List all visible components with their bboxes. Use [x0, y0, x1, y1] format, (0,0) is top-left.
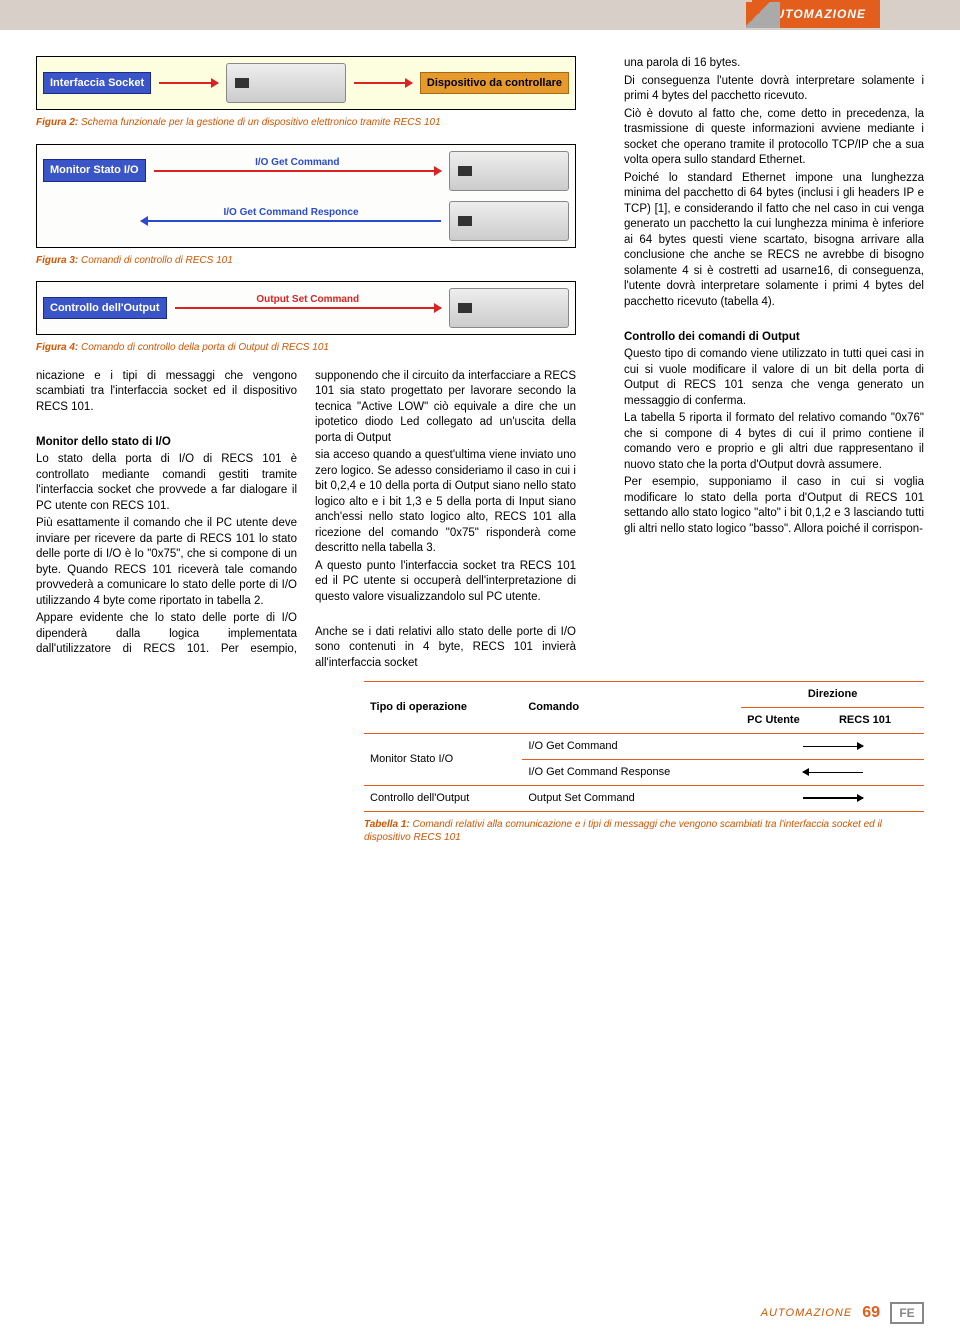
device-image-placeholder: [449, 151, 569, 191]
footer-section-label: AUTOMAZIONE: [761, 1306, 852, 1321]
figure-4-box: Controllo dell'Output Output Set Command: [36, 281, 576, 335]
arrow-right-icon: [159, 82, 217, 84]
table-1-block: Tipo di operazione Comando Direzione PC …: [364, 681, 924, 844]
right-column: una parola di 16 bytes. Di conseguenza l…: [624, 56, 924, 539]
caption-bold: Figura 4:: [36, 342, 78, 353]
body-paragraph: Di conseguenza l'utente dovrà interpreta…: [624, 74, 924, 105]
caption-bold: Figura 3:: [36, 255, 78, 266]
direction-arrow: [747, 772, 918, 774]
body-heading: Monitor dello stato di I/O: [36, 436, 171, 448]
arrow-left-icon: [803, 772, 863, 774]
direction-arrow: [747, 746, 918, 748]
page-footer: AUTOMAZIONE 69 FE: [761, 1302, 924, 1324]
arrow-label: I/O Get Command Responce: [223, 206, 358, 220]
caption-bold: Figura 2:: [36, 117, 78, 128]
figure-4-caption: Figura 4: Comando di controllo della por…: [36, 341, 576, 355]
table-header: Tipo di operazione: [364, 682, 522, 734]
arrow-label: I/O Get Command: [255, 156, 339, 170]
body-paragraph: sia acceso quando a quest'ultima viene i…: [315, 448, 576, 557]
body-paragraph: Questo tipo di comando viene utilizzato …: [624, 347, 924, 409]
table-cell: Monitor Stato I/O: [364, 733, 522, 785]
table-header: Direzione: [741, 682, 924, 708]
figure-2-box: Interfaccia Socket Dispositivo da contro…: [36, 56, 576, 110]
table-header: Comando: [522, 682, 741, 734]
device-image-placeholder: [449, 288, 569, 328]
figure-3-box: Monitor Stato I/O I/O Get Command I/O Ge…: [36, 144, 576, 248]
page-number: 69: [862, 1302, 880, 1324]
table-1: Tipo di operazione Comando Direzione PC …: [364, 681, 924, 811]
body-paragraph: Ciò è dovuto al fatto che, come detto in…: [624, 107, 924, 169]
table-header: RECS 101: [833, 708, 924, 734]
left-body-text: nicazione e i tipi di messaggi che vengo…: [36, 369, 576, 672]
body-heading: Controllo dei comandi di Output: [624, 331, 800, 343]
table-cell: I/O Get Command Response: [522, 759, 741, 785]
table-header: PC Utente: [741, 708, 833, 734]
caption-bold: Tabella 1:: [364, 819, 410, 830]
fig2-right-label: Dispositivo da controllare: [420, 72, 569, 95]
body-paragraph: una parola di 16 bytes.: [624, 56, 924, 72]
body-paragraph: Lo stato della porta di I/O di RECS 101 …: [36, 452, 297, 514]
fig3-left-label: Monitor Stato I/O: [43, 159, 146, 182]
body-paragraph: Anche se i dati relativi allo stato dell…: [315, 625, 576, 672]
body-paragraph: Più esattamente il comando che il PC ute…: [36, 516, 297, 609]
fig2-left-label: Interfaccia Socket: [43, 72, 151, 95]
arrow-right-icon: Output Set Command: [175, 307, 441, 309]
body-paragraph: Per esempio, supponiamo il caso in cui s…: [624, 475, 924, 537]
fig4-left-label: Controllo dell'Output: [43, 297, 167, 320]
arrow-right-icon: I/O Get Command: [154, 170, 441, 172]
caption-text: Comandi di controllo di RECS 101: [81, 255, 233, 266]
caption-text: Comando di controllo della porta di Outp…: [81, 342, 329, 353]
arrow-right-icon: [803, 797, 863, 799]
figure-2-caption: Figura 2: Schema funzionale per la gesti…: [36, 116, 576, 130]
arrow-right-icon: [803, 746, 863, 748]
caption-text: Comandi relativi alla comunicazione e i …: [364, 819, 882, 844]
device-image-placeholder: [226, 63, 346, 103]
caption-text: Schema funzionale per la gestione di un …: [81, 117, 441, 128]
arrow-label: Output Set Command: [256, 293, 359, 307]
left-column: Interfaccia Socket Dispositivo da contro…: [36, 56, 576, 671]
figure-3-caption: Figura 3: Comandi di controllo di RECS 1…: [36, 254, 576, 268]
arrow-left-icon: I/O Get Command Responce: [141, 220, 441, 222]
direction-arrow: [747, 797, 918, 799]
header-decorative-icon: [746, 2, 780, 28]
header-stripe: AUTOMAZIONE: [0, 0, 960, 30]
body-paragraph: Poiché lo standard Ethernet impone una l…: [624, 171, 924, 311]
body-paragraph: nicazione e i tipi di messaggi che vengo…: [36, 369, 297, 416]
table-cell: I/O Get Command: [522, 733, 741, 759]
publisher-logo-icon: FE: [890, 1302, 924, 1324]
device-image-placeholder: [449, 201, 569, 241]
body-paragraph: A questo punto l'interfaccia socket tra …: [315, 559, 576, 606]
table-cell: Output Set Command: [522, 785, 741, 811]
arrow-right-icon: [354, 82, 412, 84]
table-1-caption: Tabella 1: Comandi relativi alla comunic…: [364, 818, 924, 845]
body-paragraph: La tabella 5 riporta il formato del rela…: [624, 411, 924, 473]
table-cell: Controllo dell'Output: [364, 785, 522, 811]
page-content: Interfaccia Socket Dispositivo da contro…: [36, 56, 924, 1296]
